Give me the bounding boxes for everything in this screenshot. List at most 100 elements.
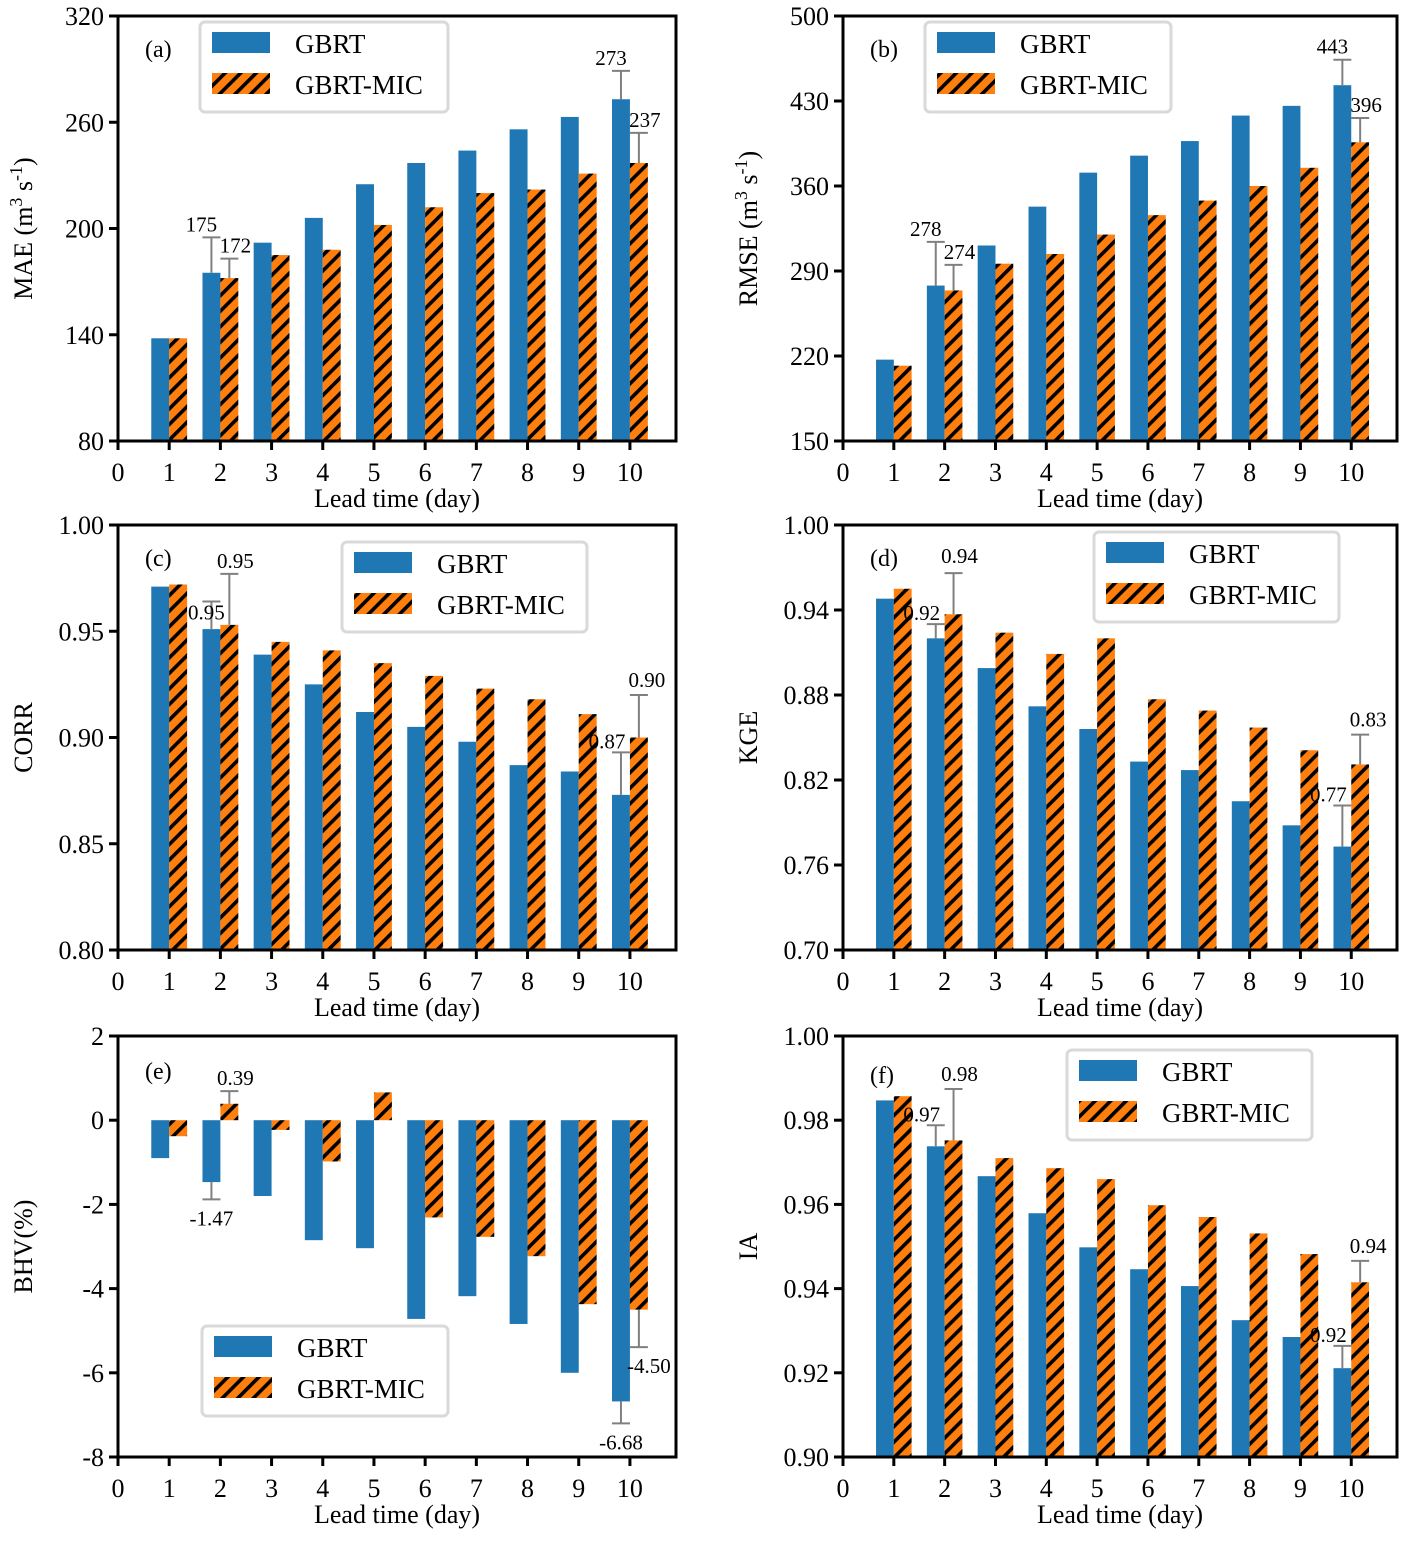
bar-value-label: 0.97 xyxy=(903,1102,940,1126)
x-tick-label: 9 xyxy=(1294,458,1307,487)
bar-gbrt-day-7 xyxy=(1180,141,1199,441)
x-tick-label: 0 xyxy=(112,458,125,487)
panel-label: (b) xyxy=(870,37,898,63)
bar-value-label: 0.98 xyxy=(941,1062,978,1086)
x-tick-label: 6 xyxy=(419,967,432,996)
bar-value-label: 396 xyxy=(1350,93,1382,117)
y-tick-label: 0.85 xyxy=(59,830,105,859)
bar-gbrt-mic-day-3 xyxy=(995,1158,1014,1457)
y-tick-label: 500 xyxy=(790,2,829,31)
y-tick-label: 0.88 xyxy=(784,681,830,710)
bar-value-label: 278 xyxy=(910,217,942,241)
bar-gbrt-mic-day-4 xyxy=(1046,653,1065,950)
y-tick-label: 0 xyxy=(91,1106,104,1135)
bar-value-label: 443 xyxy=(1317,35,1349,59)
bar-gbrt-day-2 xyxy=(202,629,221,950)
bar-value-label: 0.95 xyxy=(217,549,254,573)
bar-gbrt-mic-day-4 xyxy=(1046,254,1065,441)
y-tick-label: 0.80 xyxy=(59,936,105,965)
y-tick-label: 290 xyxy=(790,257,829,286)
y-tick-label: 200 xyxy=(65,215,104,244)
legend-swatch-gbrt-mic xyxy=(937,73,995,94)
bar-gbrt-day-9 xyxy=(560,771,579,950)
bar-gbrt-mic-day-8 xyxy=(527,699,546,950)
bar-gbrt-mic-day-3 xyxy=(995,632,1014,950)
x-tick-label: 5 xyxy=(367,1474,380,1503)
bar-gbrt-day-3 xyxy=(253,1120,272,1196)
x-tick-label: 7 xyxy=(470,458,483,487)
legend: GBRT GBRT-MIC xyxy=(200,1324,450,1418)
legend-swatch-gbrt xyxy=(1079,1060,1137,1081)
bar-gbrt-day-1 xyxy=(151,1120,170,1159)
bar-gbrt-mic-day-9 xyxy=(1300,1254,1319,1457)
x-tick-label: 10 xyxy=(1338,458,1364,487)
error-bar-gbrt-mic-day-10 xyxy=(1351,1259,1370,1283)
legend-label: GBRT-MIC xyxy=(437,590,565,620)
x-tick-label: 10 xyxy=(1338,1474,1364,1503)
x-tick-label: 10 xyxy=(617,458,643,487)
legend-swatch-gbrt-mic xyxy=(354,593,412,614)
bar-gbrt-mic-day-2 xyxy=(220,1103,239,1121)
bar-value-label: 0.90 xyxy=(629,668,666,692)
bar-gbrt-day-10 xyxy=(1333,85,1352,442)
y-tick-label: -4 xyxy=(82,1275,104,1304)
axes-frame xyxy=(841,14,1399,443)
legend-label: GBRT-MIC xyxy=(295,70,423,100)
bar-gbrt-day-3 xyxy=(253,242,272,441)
bar-gbrt-day-6 xyxy=(1130,1269,1148,1457)
bar-gbrt-day-1 xyxy=(151,586,170,951)
bar-gbrt-day-8 xyxy=(1231,115,1250,441)
error-bar-gbrt-mic-day-10 xyxy=(1351,733,1370,765)
x-tick-label: 6 xyxy=(419,1474,432,1503)
bar-gbrt-mic-day-10 xyxy=(629,1120,648,1310)
y-axis-title: CORR xyxy=(9,701,38,772)
bar-gbrt-day-5 xyxy=(1079,1247,1098,1457)
x-axis-title: Lead time (day) xyxy=(1037,993,1203,1022)
bar-gbrt-day-8 xyxy=(1231,801,1250,950)
x-tick-label: 2 xyxy=(938,1474,951,1503)
y-tick-label: 0.94 xyxy=(784,596,830,625)
x-tick-label: 5 xyxy=(367,458,380,487)
legend-label: GBRT-MIC xyxy=(1020,70,1148,100)
legend-label: GBRT-MIC xyxy=(1189,580,1317,610)
bar-gbrt-day-6 xyxy=(1130,155,1148,441)
y-tick-label: 0.90 xyxy=(59,724,105,753)
y-tick-label: 320 xyxy=(65,2,104,31)
x-tick-label: 6 xyxy=(1141,458,1154,487)
x-axis-title: Lead time (day) xyxy=(1037,484,1203,513)
x-tick-label: 9 xyxy=(1294,967,1307,996)
bar-gbrt-day-6 xyxy=(407,726,426,951)
y-tick-label: 1.00 xyxy=(784,1022,830,1051)
bar-gbrt-mic-day-6 xyxy=(425,207,444,441)
x-tick-label: 6 xyxy=(419,458,432,487)
bar-value-label: 0.39 xyxy=(217,1066,254,1090)
y-tick-label: 0.94 xyxy=(784,1275,830,1304)
bar-gbrt-mic-day-6 xyxy=(1147,215,1166,441)
error-bar-gbrt-day-10 xyxy=(611,1401,630,1425)
y-tick-label: 0.76 xyxy=(784,851,830,880)
x-tick-label: 2 xyxy=(214,967,227,996)
y-axis-title: KGE xyxy=(734,711,763,764)
bar-gbrt-mic-day-7 xyxy=(476,688,495,951)
bar-gbrt-day-10 xyxy=(1333,1368,1352,1457)
bar-gbrt-day-1 xyxy=(876,598,894,950)
bar-value-label: 0.87 xyxy=(589,729,626,753)
bar-value-label: -1.47 xyxy=(190,1206,234,1230)
legend-label: GBRT-MIC xyxy=(297,1374,425,1404)
error-bar-gbrt-mic-day-2 xyxy=(944,572,963,615)
x-axis-title: Lead time (day) xyxy=(314,484,480,513)
bar-gbrt-mic-day-3 xyxy=(995,263,1014,441)
legend-swatch-gbrt xyxy=(937,32,995,53)
legend-swatch-gbrt xyxy=(354,552,412,573)
x-tick-label: 4 xyxy=(316,458,329,487)
bar-gbrt-mic-day-10 xyxy=(1351,142,1370,442)
bar-gbrt-day-2 xyxy=(202,272,221,441)
y-tick-label: 360 xyxy=(790,172,829,201)
x-tick-label: 0 xyxy=(112,967,125,996)
x-tick-label: 2 xyxy=(214,458,227,487)
legend-label: GBRT xyxy=(1020,29,1091,59)
panel-label: (c) xyxy=(145,546,172,572)
x-tick-label: 8 xyxy=(521,1474,534,1503)
error-bar-gbrt-mic-day-10 xyxy=(629,131,648,163)
x-tick-label: 10 xyxy=(617,967,643,996)
